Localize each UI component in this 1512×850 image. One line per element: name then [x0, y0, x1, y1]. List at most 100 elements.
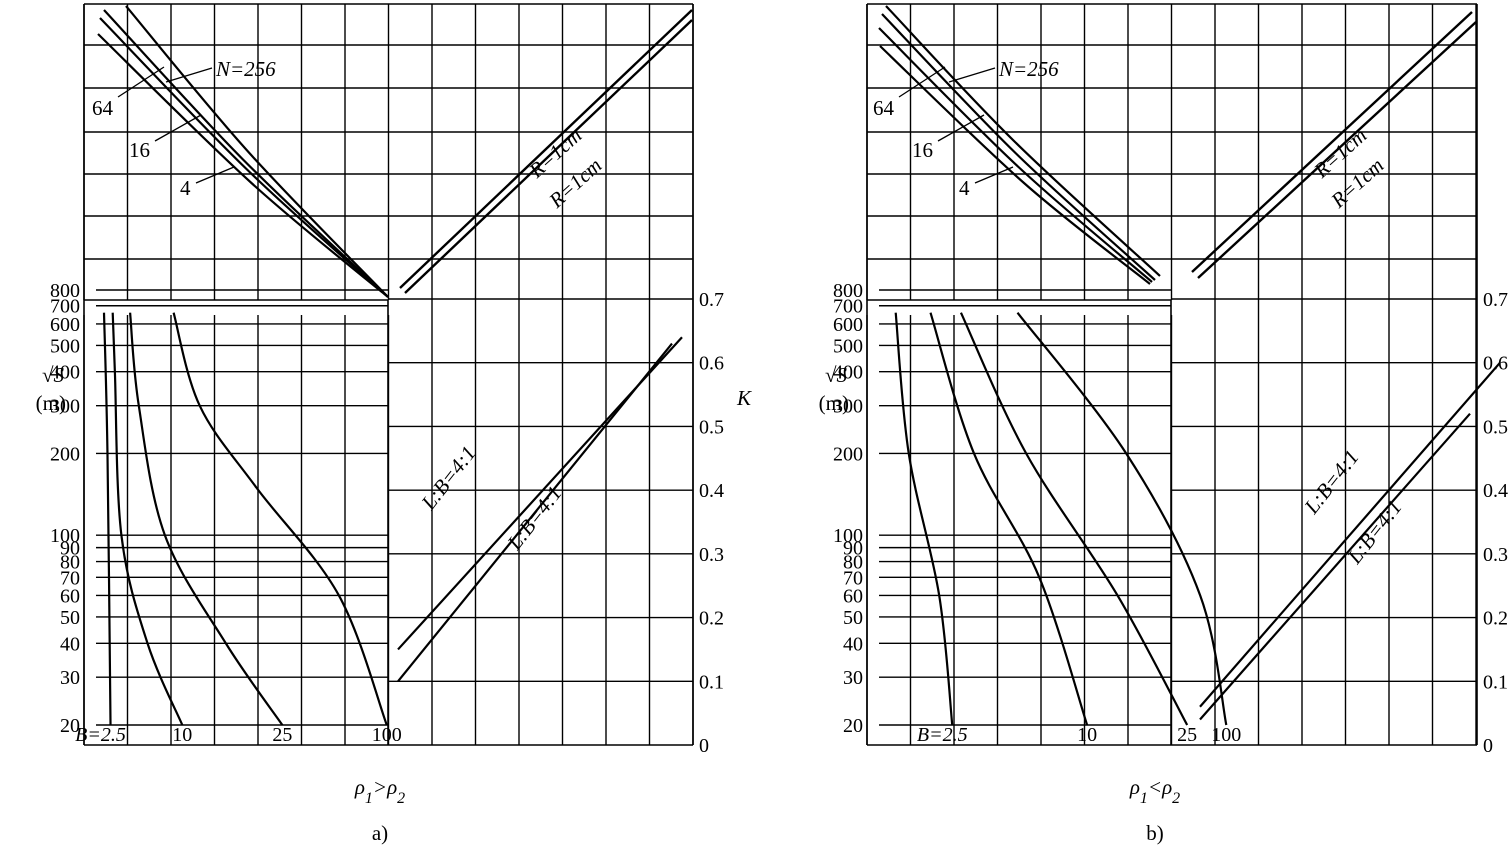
sqrtS-curve	[929, 312, 1089, 726]
y-axis-unit: (m)	[819, 391, 849, 415]
series-label: N=256	[998, 57, 1059, 81]
series-label: 64	[873, 96, 895, 120]
series-label: 4	[959, 176, 970, 200]
y-tick-label: 50	[60, 607, 80, 629]
sqrtS-curve	[959, 312, 1189, 726]
y-tick-label: 500	[50, 335, 80, 357]
R-line	[404, 19, 693, 294]
y-axis-unit: (m)	[36, 391, 66, 415]
k-tick-label: 0.2	[1483, 608, 1508, 630]
y-tick-label: 80	[843, 552, 863, 574]
LB-line	[1199, 412, 1471, 721]
series-label: 100	[1211, 724, 1241, 746]
R-line	[1191, 11, 1473, 273]
y-tick-label: 300	[833, 396, 863, 418]
y-tick-label: 50	[843, 607, 863, 629]
R-line	[1197, 21, 1477, 279]
series-label: 4	[180, 176, 191, 200]
k-tick-label: 0.6	[1483, 353, 1508, 375]
panel-b: 2030405060708090100200300400500600700800…	[819, 3, 1508, 845]
k-tick-label: 0	[699, 735, 709, 757]
condition-part: ρ	[1129, 775, 1140, 799]
y-tick-label: 70	[843, 567, 863, 589]
k-tick-label: 0.2	[699, 608, 724, 630]
N-curve	[881, 13, 1156, 281]
series-label: 10	[1077, 724, 1097, 746]
series-label: 100	[372, 724, 402, 746]
condition-part: 1	[1140, 790, 1148, 807]
k-tick-label: 0	[1483, 735, 1493, 757]
condition-part: 2	[1172, 790, 1180, 807]
series-label: 10	[172, 724, 192, 746]
y-tick-label: 400	[50, 362, 80, 384]
N-curve	[879, 45, 1151, 285]
series-label: L:B=4:1	[416, 441, 481, 515]
N-curve	[103, 9, 389, 298]
condition-part: ρ	[354, 775, 365, 799]
series-label: 64	[92, 96, 114, 120]
condition-part: 2	[397, 790, 405, 807]
series-label: 25	[272, 724, 292, 746]
y-tick-label: 30	[60, 667, 80, 689]
y-tick-label: 40	[60, 633, 80, 655]
y-tick-label: 20	[60, 715, 80, 737]
leader-line	[165, 67, 213, 83]
k-tick-label: 0.7	[1483, 289, 1508, 311]
leader-line	[154, 114, 202, 142]
series-label: 25	[1177, 724, 1197, 746]
panel-a: 2030405060708090100200300400500600700800…	[36, 3, 752, 845]
y-tick-label: 100	[833, 525, 863, 547]
k-tick-label: 0.4	[699, 480, 724, 502]
series-label: L:B=4:1	[502, 481, 567, 555]
y-tick-label: 80	[60, 552, 80, 574]
series-label: L:B=4:1	[1299, 445, 1364, 519]
sqrtS-curve	[1016, 312, 1228, 726]
condition-part: >	[373, 775, 387, 799]
y-tick-label: 600	[50, 314, 80, 336]
y-tick-label: 40	[843, 633, 863, 655]
series-label: 16	[912, 138, 933, 162]
condition-label: ρ1>ρ2	[354, 775, 405, 807]
k-tick-label: 0.5	[1483, 416, 1508, 438]
N-curve	[878, 27, 1153, 283]
y-tick-label: 30	[843, 667, 863, 689]
y-axis-label: √S	[825, 363, 848, 387]
R-line	[399, 9, 693, 289]
leader-line	[898, 66, 946, 98]
series-label: N=256	[215, 57, 276, 81]
leader-line	[974, 166, 1014, 184]
y-tick-label: 200	[833, 443, 863, 465]
k-tick-label: 0.1	[699, 671, 724, 693]
panel-label: a)	[372, 821, 388, 845]
condition-part: 1	[365, 790, 373, 807]
sqrtS-curve	[172, 312, 388, 726]
y-tick-label: 400	[833, 362, 863, 384]
sqrtS-curve	[894, 312, 954, 726]
y-tick-label: 70	[60, 567, 80, 589]
LB-line	[1199, 361, 1501, 708]
N-curve	[125, 5, 389, 298]
leader-line	[195, 166, 235, 184]
y-tick-label: 100	[50, 525, 80, 547]
LB-line	[397, 342, 673, 682]
leader-line	[937, 114, 985, 142]
leader-line	[948, 67, 996, 83]
condition-label: ρ1<ρ2	[1129, 775, 1180, 807]
k-tick-label: 0.1	[1483, 671, 1508, 693]
y-tick-label: 800	[50, 280, 80, 302]
series-label: B=2.5	[75, 724, 126, 746]
y-tick-label: 500	[833, 335, 863, 357]
y-tick-label: 90	[843, 538, 863, 560]
y-tick-label: 60	[843, 585, 863, 607]
y-tick-label: 700	[50, 296, 80, 318]
k-tick-label: 0.5	[699, 416, 724, 438]
y-tick-label: 200	[50, 443, 80, 465]
sqrtS-curve	[111, 312, 184, 726]
series-label: 16	[129, 138, 150, 162]
k-tick-label: 0.6	[699, 353, 724, 375]
k-axis-label: K	[736, 386, 752, 410]
y-tick-label: 800	[833, 280, 863, 302]
condition-part: ρ	[1161, 775, 1172, 799]
N-curve	[99, 17, 389, 298]
